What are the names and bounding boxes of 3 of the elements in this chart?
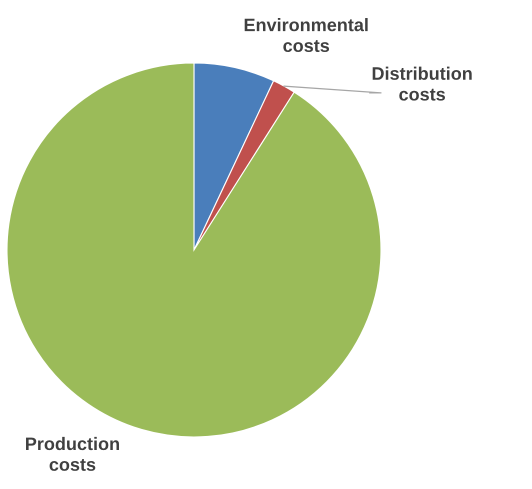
slice-label: Environmental costs <box>244 18 368 52</box>
slice-label: Distribution costs <box>372 66 472 101</box>
slice-label: Production costs <box>26 436 119 471</box>
